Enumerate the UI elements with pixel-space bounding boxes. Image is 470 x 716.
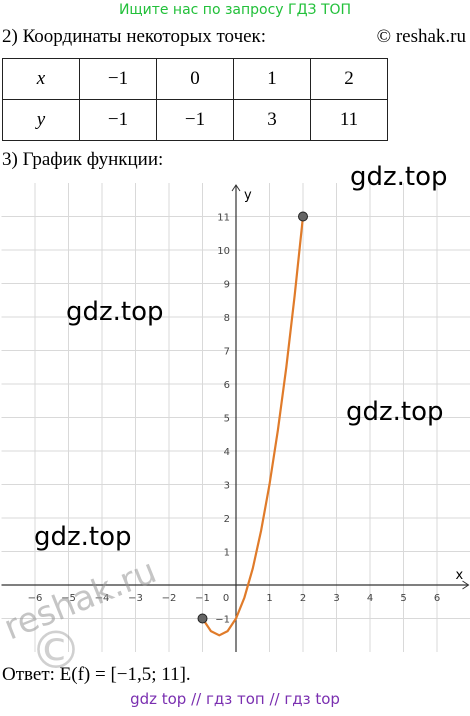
x-tick-label: 6	[434, 593, 440, 604]
point	[197, 613, 208, 624]
x-tick-label: 4	[367, 593, 373, 604]
point	[298, 211, 308, 222]
table-row: y −1 −1 3 11	[2, 99, 388, 141]
y-tick-label: 1	[224, 548, 230, 559]
curve	[201, 216, 305, 637]
y-tick-label: 7	[224, 347, 230, 358]
watermark: gdz.top	[350, 162, 448, 192]
table-cell: 11	[310, 99, 388, 141]
y-tick-label: 8	[224, 313, 230, 324]
y-tick-label: 5	[224, 414, 230, 425]
y-tick-label: 6	[224, 380, 230, 391]
y-tick-label: 10	[217, 246, 230, 257]
y-tick-label: 11	[217, 213, 230, 224]
watermark: ©	[30, 621, 82, 681]
table-cell: 1	[233, 58, 311, 100]
axis-arrow	[462, 580, 470, 590]
footer: gdz top // гдз топ // гдз top	[130, 690, 340, 708]
section-title: 3) График функции:	[2, 149, 164, 170]
answer: Ответ: E(f) = [−1,5; 11].	[2, 664, 191, 685]
x-tick-label: −2	[162, 593, 177, 604]
task: 2) Координаты некоторых точек:	[2, 26, 267, 47]
y-axis-label: y	[244, 188, 252, 203]
watermark: gdz.top	[34, 522, 132, 552]
x-tick-label: 5	[400, 593, 406, 604]
y-tick-label: −1	[215, 615, 230, 626]
x-tick-label: −6	[28, 593, 43, 604]
x-tick-label: 2	[300, 593, 306, 604]
copyright: © reshak.ru	[376, 26, 466, 47]
x-tick-label: 3	[333, 593, 339, 604]
y-tick-label: 2	[224, 514, 230, 525]
watermark: gdz.top	[346, 397, 444, 427]
x-tick-label: 0	[223, 593, 229, 604]
table-cell: 2	[310, 58, 388, 100]
y-tick-label: 9	[224, 280, 230, 291]
table: x −1 0 1 2 y −1 −1 3 11	[2, 58, 388, 141]
axis-arrow	[231, 184, 241, 192]
watermark: gdz.top	[66, 297, 164, 327]
x-tick-label: −3	[128, 593, 143, 604]
y-tick-label: 4	[224, 447, 230, 458]
x-tick-label: −1	[195, 593, 210, 604]
x-tick-label: 1	[266, 593, 272, 604]
y-tick-label: 3	[224, 481, 230, 492]
banner: Ищите нас по запросу ГДЗ ТОП	[118, 2, 352, 18]
table-row: x −1 0 1 2	[2, 58, 388, 100]
x-axis-label: x	[456, 568, 464, 583]
x-tick-label: −5	[61, 593, 76, 604]
table-cell: −1	[79, 99, 157, 141]
x-tick-label: −4	[95, 593, 110, 604]
